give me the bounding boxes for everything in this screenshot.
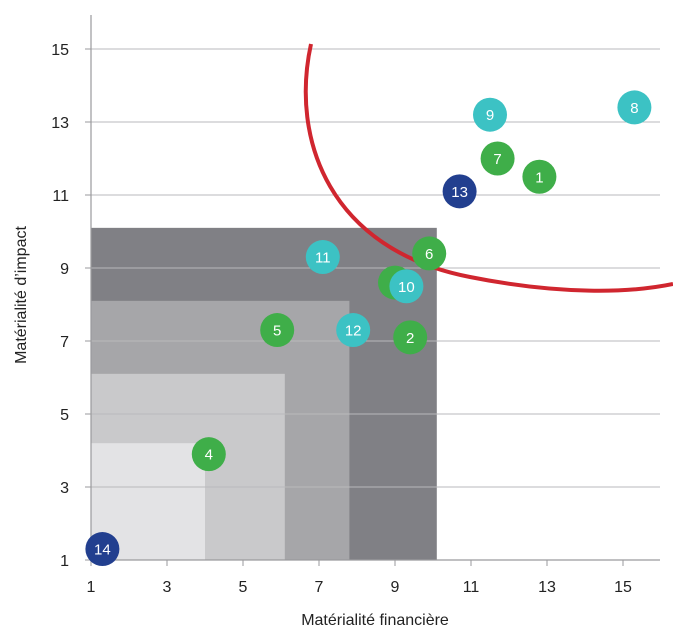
- point-label: 2: [406, 330, 414, 347]
- point-label: 4: [205, 447, 213, 464]
- data-point-11: 11: [305, 240, 340, 275]
- x-tick-label: 1: [87, 579, 96, 596]
- data-point-5: 5: [260, 313, 295, 348]
- x-tick-label: 5: [239, 579, 248, 596]
- y-tick-label: 11: [52, 188, 69, 205]
- point-label: 1: [535, 169, 543, 186]
- point-label: 14: [94, 542, 111, 559]
- point-label: 11: [315, 250, 331, 267]
- point-label: 10: [398, 279, 415, 296]
- data-point-13: 13: [442, 174, 477, 209]
- point-marker: [442, 174, 477, 209]
- point-marker: [617, 90, 652, 125]
- data-point-14: 14: [85, 532, 120, 567]
- data-point-1: 1: [522, 159, 557, 194]
- x-tick-label: 11: [463, 579, 480, 596]
- y-axis-title: Matérialité d’impact: [13, 226, 30, 364]
- data-point-12: 12: [336, 313, 371, 348]
- data-point-9: 9: [473, 97, 507, 132]
- materiality-threshold-curve: [303, 43, 673, 293]
- point-marker: [336, 313, 371, 348]
- y-tick-label: 15: [51, 42, 69, 59]
- point-marker: [473, 97, 507, 132]
- y-tick-label: 1: [60, 553, 69, 570]
- point-marker: [393, 320, 428, 355]
- point-marker: [389, 269, 424, 304]
- point-label: 5: [273, 323, 281, 340]
- axes: [90, 15, 660, 561]
- point-marker: [480, 141, 515, 176]
- grid-lines: [91, 48, 660, 488]
- y-tick-label: 13: [51, 115, 69, 132]
- point-marker: [522, 159, 557, 194]
- x-axis-title: Matérialité financière: [301, 612, 449, 628]
- y-tick-label: 3: [60, 480, 69, 497]
- data-point-7: 7: [480, 141, 515, 176]
- x-tick-label: 9: [391, 579, 400, 596]
- x-tick-label: 3: [163, 579, 172, 596]
- point-label: 8: [630, 100, 638, 117]
- y-tick-label: 5: [60, 407, 69, 424]
- point-label: 9: [486, 107, 494, 124]
- x-tick-label: 7: [315, 579, 324, 596]
- x-tick-label: 13: [538, 579, 556, 596]
- data-point-6: 6: [412, 236, 447, 271]
- y-tick-label: 9: [60, 261, 69, 278]
- data-point-4: 4: [191, 437, 226, 472]
- point-label: 7: [493, 151, 501, 168]
- point-marker: [305, 240, 340, 275]
- point-label: 12: [345, 323, 362, 340]
- data-point-10: 10: [389, 269, 424, 304]
- data-points: 1234567891011121314: [85, 90, 652, 567]
- y-tick-label: 7: [60, 334, 69, 351]
- point-marker: [412, 236, 447, 271]
- point-marker: [260, 313, 295, 348]
- point-label: 6: [425, 246, 433, 263]
- point-marker: [191, 437, 226, 472]
- point-marker: [85, 532, 120, 567]
- point-label: 13: [451, 184, 468, 201]
- x-tick-label: 15: [614, 579, 632, 596]
- x-tick-labels: 1 3 5 7 9 11 13 15: [87, 560, 632, 596]
- data-point-2: 2: [393, 320, 428, 355]
- data-point-8: 8: [617, 90, 652, 125]
